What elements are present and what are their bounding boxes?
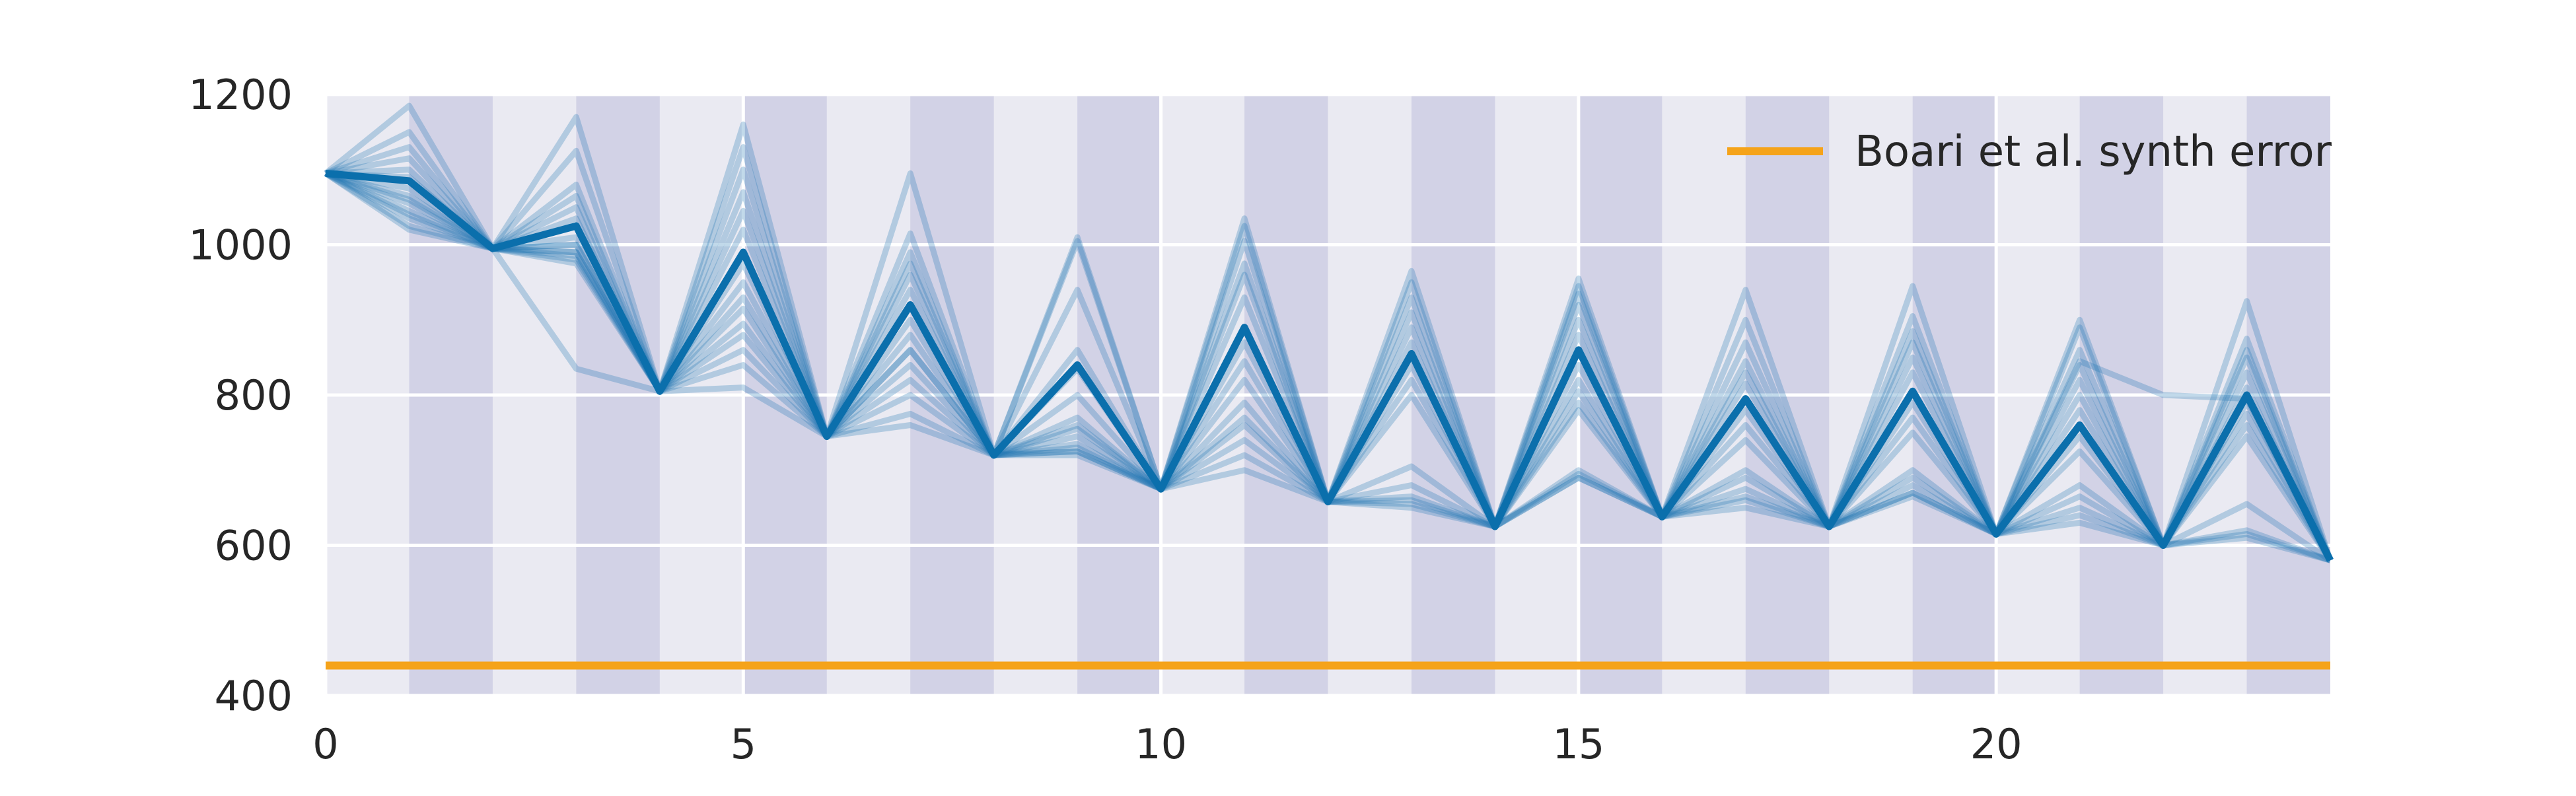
y-tick-label: 600	[215, 522, 293, 570]
x-tick-label: 0	[312, 720, 338, 768]
y-tick-label: 1200	[188, 71, 293, 119]
grid-lines	[324, 92, 2330, 698]
legend: Boari et al. synth error	[1727, 127, 2332, 176]
main-series-group	[325, 169, 2334, 562]
x-tick-label: 10	[1135, 720, 1187, 768]
y-tick-label: 400	[215, 672, 293, 720]
y-tick-label: 1000	[188, 221, 293, 270]
main-series-line	[325, 169, 2334, 562]
legend-label: Boari et al. synth error	[1855, 127, 2332, 176]
x-tick-label: 5	[731, 720, 756, 768]
y-tick-label: 800	[215, 371, 293, 419]
y-tick-labels: 400 600 800 1000 1200	[188, 71, 293, 720]
x-tick-label: 15	[1552, 720, 1604, 768]
x-tick-label: 20	[1970, 720, 2022, 768]
x-tick-labels: 0 5 10 15 20	[312, 720, 2022, 768]
